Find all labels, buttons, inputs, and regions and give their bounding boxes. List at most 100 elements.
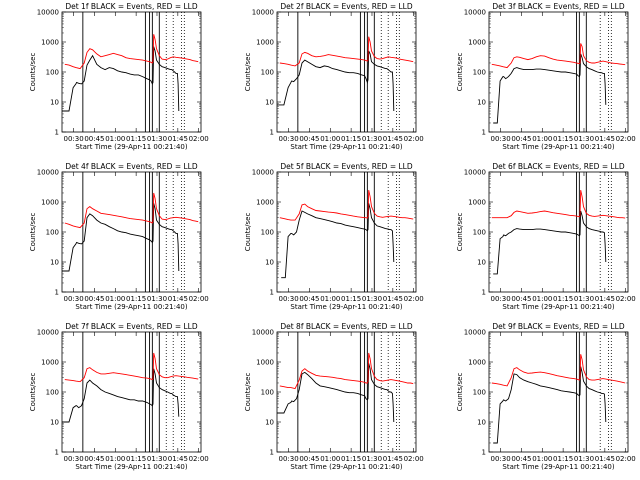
- y-axis-label: Counts/sec: [244, 53, 252, 92]
- x-tick-label: 00:30: [490, 295, 510, 303]
- x-tick-label: 01:00: [320, 295, 340, 303]
- x-tick-label: 01:30: [147, 295, 167, 303]
- y-tick-label: 100: [261, 229, 274, 237]
- y-axis-label: Counts/sec: [456, 373, 464, 412]
- lld-series-line: [491, 190, 626, 219]
- y-tick-label: 10: [265, 259, 274, 267]
- y-tick-label: 1000: [256, 39, 274, 47]
- plot-frame: [488, 331, 629, 453]
- x-tick-label: 01:30: [362, 135, 382, 143]
- chart-title: Det 1f BLACK = Events, RED = LLD: [65, 2, 198, 11]
- y-axis-label: Counts/sec: [456, 53, 464, 92]
- x-tick-label: 00:30: [278, 455, 298, 463]
- y-tick-label: 1000: [468, 39, 486, 47]
- y-tick-label: 100: [473, 389, 486, 397]
- x-tick-label: 00:45: [84, 295, 104, 303]
- x-tick-label: 01:45: [383, 455, 403, 463]
- x-tick-label: 01:30: [362, 455, 382, 463]
- x-tick-label: 01:45: [383, 295, 403, 303]
- x-axis-label: Start Time (29-Apr-11 00:21:40): [502, 463, 614, 471]
- x-tick-label: 00:45: [511, 295, 531, 303]
- x-tick-label: 01:45: [595, 135, 615, 143]
- x-tick-label: 01:30: [147, 135, 167, 143]
- events-series-line: [281, 203, 395, 279]
- x-tick-label: 00:30: [63, 135, 83, 143]
- x-axis-label: Start Time (29-Apr-11 00:21:40): [75, 303, 187, 311]
- lld-series-line: [279, 36, 414, 67]
- lld-series-line: [64, 352, 199, 383]
- y-tick-label: 1: [270, 289, 274, 297]
- y-tick-label: 1000: [41, 199, 59, 207]
- chart-title: Det 6f BLACK = Events, RED = LLD: [492, 162, 625, 171]
- x-tick-label: 01:45: [168, 135, 188, 143]
- x-tick-label: 01:00: [320, 455, 340, 463]
- y-tick-label: 10: [477, 259, 486, 267]
- chart-panel: Det 5f BLACK = Events, RED = LLD 1 10 100 10…: [244, 162, 424, 311]
- y-tick-label: 100: [261, 389, 274, 397]
- y-tick-label: 100: [46, 389, 59, 397]
- x-tick-label: 01:45: [168, 455, 188, 463]
- x-tick-label: 00:30: [278, 295, 298, 303]
- x-tick-label: 01:45: [383, 135, 403, 143]
- y-axis-label: Counts/sec: [29, 373, 37, 412]
- chart-panel: Det 3f BLACK = Events, RED = LLD 1 10 100 10…: [456, 2, 636, 151]
- x-tick-label: 02:00: [404, 295, 424, 303]
- y-tick-label: 10000: [464, 9, 486, 17]
- events-series-line: [493, 53, 607, 124]
- y-tick-label: 1: [482, 289, 486, 297]
- x-tick-label: 00:30: [490, 135, 510, 143]
- x-tick-label: 00:30: [63, 295, 83, 303]
- x-tick-label: 02:00: [189, 295, 209, 303]
- y-tick-label: 10: [265, 419, 274, 427]
- y-tick-label: 10: [50, 419, 59, 427]
- chart-title: Det 7f BLACK = Events, RED = LLD: [65, 322, 198, 331]
- x-tick-label: 02:00: [404, 135, 424, 143]
- chart-title: Det 5f BLACK = Events, RED = LLD: [280, 162, 413, 171]
- y-tick-label: 1: [55, 129, 59, 137]
- chart-title: Det 9f BLACK = Events, RED = LLD: [492, 322, 625, 331]
- events-series-line: [493, 366, 607, 444]
- lld-series-line: [279, 190, 414, 221]
- x-tick-label: 01:45: [168, 295, 188, 303]
- y-tick-label: 1000: [468, 359, 486, 367]
- x-tick-label: 01:00: [532, 135, 552, 143]
- x-tick-label: 01:15: [553, 295, 573, 303]
- chart-panel: Det 8f BLACK = Events, RED = LLD 1 10 100 10…: [244, 322, 424, 471]
- y-tick-label: 1: [270, 449, 274, 457]
- x-tick-label: 01:00: [105, 295, 125, 303]
- events-series-line: [493, 210, 607, 275]
- plot-frame: [276, 171, 417, 293]
- x-tick-label: 00:45: [299, 295, 319, 303]
- x-tick-label: 01:15: [341, 455, 361, 463]
- y-axis-label: Counts/sec: [244, 373, 252, 412]
- chart-panel: Det 9f BLACK = Events, RED = LLD 1 10 100 10…: [456, 322, 636, 471]
- x-tick-label: 00:45: [84, 135, 104, 143]
- x-tick-label: 01:00: [105, 455, 125, 463]
- x-axis-label: Start Time (29-Apr-11 00:21:40): [290, 463, 402, 471]
- x-tick-label: 02:00: [616, 295, 636, 303]
- x-axis-label: Start Time (29-Apr-11 00:21:40): [502, 303, 614, 311]
- lld-series-line: [64, 34, 199, 70]
- chart-title: Det 3f BLACK = Events, RED = LLD: [492, 2, 625, 11]
- y-tick-label: 10000: [37, 329, 59, 337]
- x-tick-label: 01:00: [105, 135, 125, 143]
- x-tick-label: 01:30: [362, 295, 382, 303]
- x-axis-label: Start Time (29-Apr-11 00:21:40): [502, 143, 614, 151]
- y-tick-label: 1000: [41, 39, 59, 47]
- x-tick-label: 00:30: [63, 455, 83, 463]
- x-tick-label: 02:00: [404, 455, 424, 463]
- y-tick-label: 1000: [41, 359, 59, 367]
- x-tick-label: 02:00: [189, 455, 209, 463]
- y-tick-label: 10000: [37, 169, 59, 177]
- lld-series-line: [491, 43, 626, 69]
- x-tick-label: 01:30: [574, 455, 594, 463]
- y-tick-label: 100: [473, 229, 486, 237]
- x-tick-label: 01:15: [126, 295, 146, 303]
- y-tick-label: 10: [50, 99, 59, 107]
- y-tick-label: 1: [55, 449, 59, 457]
- x-tick-label: 00:45: [299, 135, 319, 143]
- chart-panel: Det 1f BLACK = Events, RED = LLD 1 10 100 10…: [29, 2, 209, 151]
- y-tick-label: 100: [46, 229, 59, 237]
- chart-title: Det 8f BLACK = Events, RED = LLD: [280, 322, 413, 331]
- chart-panel: Det 7f BLACK = Events, RED = LLD 1 10 100 10…: [29, 322, 209, 471]
